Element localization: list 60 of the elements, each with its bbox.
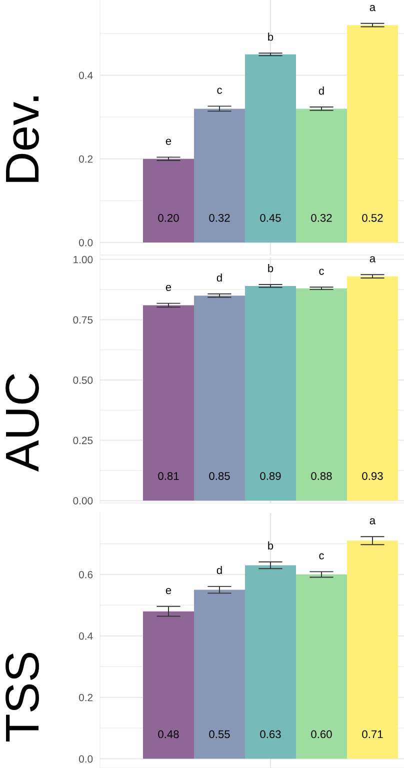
y-tick-label: 0.50 [73,376,93,384]
y-tick-label: 0.00 [73,497,93,504]
data-label: 0.48 [158,730,179,738]
y-tick-label: 1.00 [74,256,93,264]
bar [142,611,194,759]
data-label: 0.63 [260,730,281,738]
annotation: d [216,273,222,282]
bar [194,590,245,759]
y-tick-label: 0.2 [78,155,93,163]
data-label: 0.71 [362,730,383,738]
annotation: e [166,138,172,145]
y-tick-label: 0.75 [73,316,93,324]
bar [296,108,347,242]
data-label: 0.93 [362,472,383,480]
y-tick-label: 0.4 [78,72,93,80]
y-tick-label: 0.6 [78,570,93,578]
bar [194,296,245,501]
bar [142,158,194,242]
data-label: 0.89 [260,472,281,480]
annotation: d [216,566,222,574]
data-label: 0.32 [311,214,332,222]
data-label: 0.60 [311,730,332,738]
annotation: b [268,541,274,550]
y-tick-label: 0.25 [73,436,93,444]
y-axis-title: TSS [6,652,39,742]
data-label: 0.20 [158,214,179,222]
annotation: e [166,284,172,292]
annotation: a [370,5,376,12]
data-label: 0.81 [158,472,179,480]
annotation: b [268,264,274,272]
annotation: c [319,268,324,275]
annotation: c [217,88,222,94]
annotation: b [268,32,274,41]
bar [346,276,398,501]
y-axis-title: Dev. [6,96,39,182]
bar [346,540,398,759]
bar [244,54,296,242]
data-label: 0.85 [209,472,230,480]
data-label: 0.45 [260,214,281,222]
bar [346,25,398,242]
annotation: d [318,86,324,95]
data-label: 0.55 [209,730,230,738]
bar [244,565,296,759]
y-axis-title: AUC [6,374,39,472]
bar [244,286,296,501]
data-label: 0.32 [209,214,230,222]
y-tick-label: 0.0 [78,755,93,763]
y-tick-label: 0.4 [78,632,93,640]
annotation: a [370,518,376,524]
data-label: 0.88 [311,472,332,480]
y-tick-label: 0.0 [78,238,93,246]
y-tick-label: 0.2 [78,694,93,702]
bar [296,288,347,501]
annotation: c [319,553,324,560]
bar [194,108,245,242]
annotation: a [370,256,376,262]
bar [296,574,347,759]
annotation: e [166,588,172,594]
data-label: 0.52 [362,214,383,222]
bar [142,305,194,501]
